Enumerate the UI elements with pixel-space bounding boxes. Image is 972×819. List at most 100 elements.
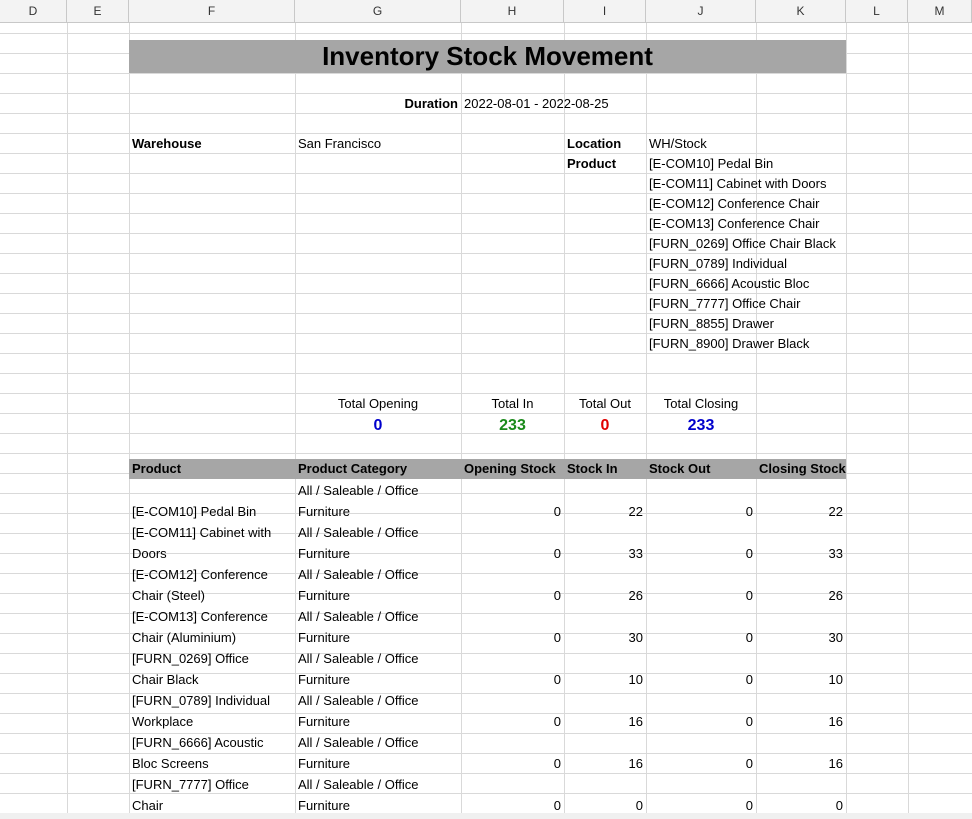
product-name-cell[interactable]: [E-COM12] Conference	[132, 567, 268, 582]
opening-stock-cell[interactable]: 0	[553, 546, 561, 561]
column-header-e[interactable]: E	[67, 0, 129, 22]
header-product[interactable]: Product	[132, 461, 182, 476]
product-category-cell[interactable]: Furniture	[298, 798, 351, 813]
product-name-cell[interactable]: [FURN_0789] Individual	[132, 693, 271, 708]
product-name-cell[interactable]: [E-COM13] Conference	[132, 609, 268, 624]
header-closing-stock[interactable]: Closing Stock	[759, 461, 846, 476]
product-filter-label[interactable]: Product	[567, 156, 617, 171]
product-category-cell[interactable]: Furniture	[298, 630, 351, 645]
stock-in-cell[interactable]: 26	[628, 588, 643, 603]
product-category-cell[interactable]: All / Saleable / Office	[298, 567, 419, 582]
product-name-cell[interactable]: [E-COM10] Pedal Bin	[132, 504, 257, 519]
opening-stock-cell[interactable]: 0	[553, 672, 561, 687]
column-header-g[interactable]: G	[295, 0, 461, 22]
closing-stock-cell[interactable]: 16	[828, 714, 843, 729]
product-category-cell[interactable]: Furniture	[298, 588, 351, 603]
stock-in-cell[interactable]: 0	[635, 798, 643, 813]
product-category-cell[interactable]: All / Saleable / Office	[298, 735, 419, 750]
product-name-cell[interactable]: Chair Black	[132, 672, 199, 687]
header-product-category[interactable]: Product Category	[298, 461, 408, 476]
column-header-d[interactable]: D	[0, 0, 67, 22]
product-name-cell[interactable]: [FURN_0269] Office	[132, 651, 249, 666]
location-label[interactable]: Location	[567, 136, 622, 151]
column-header-m[interactable]: M	[908, 0, 972, 22]
column-header-i[interactable]: I	[564, 0, 646, 22]
product-name-cell[interactable]: Workplace	[132, 714, 194, 729]
product-name-cell[interactable]: [FURN_6666] Acoustic	[132, 735, 264, 750]
product-filter-item[interactable]: [E-COM12] Conference Chair	[649, 196, 820, 211]
product-category-cell[interactable]: Furniture	[298, 672, 351, 687]
column-header-k[interactable]: K	[756, 0, 846, 22]
column-header-j[interactable]: J	[646, 0, 756, 22]
stock-out-cell[interactable]: 0	[745, 588, 753, 603]
product-category-cell[interactable]: All / Saleable / Office	[298, 693, 419, 708]
stock-in-cell[interactable]: 16	[628, 756, 643, 771]
stock-out-cell[interactable]: 0	[745, 756, 753, 771]
product-filter-item[interactable]: [FURN_6666] Acoustic Bloc	[649, 276, 810, 291]
closing-stock-cell[interactable]: 30	[828, 630, 843, 645]
product-category-cell[interactable]: Furniture	[298, 546, 351, 561]
product-filter-item[interactable]: [E-COM11] Cabinet with Doors	[649, 176, 827, 191]
opening-stock-cell[interactable]: 0	[553, 756, 561, 771]
horizontal-scrollbar-area[interactable]	[0, 813, 972, 819]
opening-stock-cell[interactable]: 0	[553, 714, 561, 729]
closing-stock-cell[interactable]: 0	[835, 798, 843, 813]
product-filter-item[interactable]: [FURN_0789] Individual	[649, 256, 788, 271]
product-category-cell[interactable]: Furniture	[298, 714, 351, 729]
column-header-h[interactable]: H	[461, 0, 564, 22]
product-name-cell[interactable]: Doors	[132, 546, 167, 561]
location-value[interactable]: WH/Stock	[649, 136, 707, 151]
product-category-cell[interactable]: Furniture	[298, 504, 351, 519]
product-name-cell[interactable]: [E-COM11] Cabinet with	[132, 525, 272, 540]
stock-out-cell[interactable]: 0	[745, 630, 753, 645]
total-closing-label[interactable]: Total Closing	[663, 396, 739, 411]
product-filter-item[interactable]: [FURN_7777] Office Chair	[649, 296, 801, 311]
warehouse-label[interactable]: Warehouse	[132, 136, 202, 151]
product-filter-item[interactable]: [FURN_8900] Drawer Black	[649, 336, 810, 351]
opening-stock-cell[interactable]: 0	[553, 630, 561, 645]
header-stock-in[interactable]: Stock In	[567, 461, 618, 476]
stock-in-cell[interactable]: 22	[628, 504, 643, 519]
column-header-f[interactable]: F	[129, 0, 295, 22]
product-name-cell[interactable]: [FURN_7777] Office	[132, 777, 249, 792]
product-filter-item[interactable]: [E-COM13] Conference Chair	[649, 216, 820, 231]
total-out-value[interactable]: 0	[600, 417, 610, 434]
product-name-cell[interactable]: Bloc Screens	[132, 756, 209, 771]
header-stock-out[interactable]: Stock Out	[649, 461, 711, 476]
total-in-label[interactable]: Total In	[491, 396, 534, 411]
product-filter-item[interactable]: [FURN_8855] Drawer	[649, 316, 774, 331]
total-closing-value[interactable]: 233	[687, 417, 715, 434]
stock-out-cell[interactable]: 0	[745, 714, 753, 729]
total-opening-value[interactable]: 0	[373, 417, 383, 434]
product-filter-item[interactable]: [FURN_0269] Office Chair Black	[649, 236, 836, 251]
closing-stock-cell[interactable]: 10	[828, 672, 843, 687]
product-name-cell[interactable]: Chair	[132, 798, 164, 813]
closing-stock-cell[interactable]: 33	[828, 546, 843, 561]
total-opening-label[interactable]: Total Opening	[337, 396, 419, 411]
stock-out-cell[interactable]: 0	[745, 798, 753, 813]
stock-out-cell[interactable]: 0	[745, 672, 753, 687]
stock-in-cell[interactable]: 30	[628, 630, 643, 645]
product-filter-item[interactable]: [E-COM10] Pedal Bin	[649, 156, 774, 171]
product-category-cell[interactable]: All / Saleable / Office	[298, 609, 419, 624]
opening-stock-cell[interactable]: 0	[553, 588, 561, 603]
closing-stock-cell[interactable]: 26	[828, 588, 843, 603]
column-header-l[interactable]: L	[846, 0, 908, 22]
opening-stock-cell[interactable]: 0	[553, 798, 561, 813]
stock-in-cell[interactable]: 10	[628, 672, 643, 687]
product-category-cell[interactable]: Furniture	[298, 756, 351, 771]
closing-stock-cell[interactable]: 22	[828, 504, 843, 519]
report-title[interactable]: Inventory Stock Movement	[129, 40, 846, 73]
stock-in-cell[interactable]: 33	[628, 546, 643, 561]
stock-out-cell[interactable]: 0	[745, 546, 753, 561]
warehouse-value[interactable]: San Francisco	[298, 136, 382, 151]
product-category-cell[interactable]: All / Saleable / Office	[298, 525, 419, 540]
stock-out-cell[interactable]: 0	[745, 504, 753, 519]
duration-value[interactable]: 2022-08-01 - 2022-08-25	[464, 96, 609, 111]
total-in-value[interactable]: 233	[499, 417, 526, 434]
product-name-cell[interactable]: Chair (Steel)	[132, 588, 205, 603]
product-category-cell[interactable]: All / Saleable / Office	[298, 777, 419, 792]
header-opening-stock[interactable]: Opening Stock	[464, 461, 556, 476]
product-category-cell[interactable]: All / Saleable / Office	[298, 651, 419, 666]
closing-stock-cell[interactable]: 16	[828, 756, 843, 771]
